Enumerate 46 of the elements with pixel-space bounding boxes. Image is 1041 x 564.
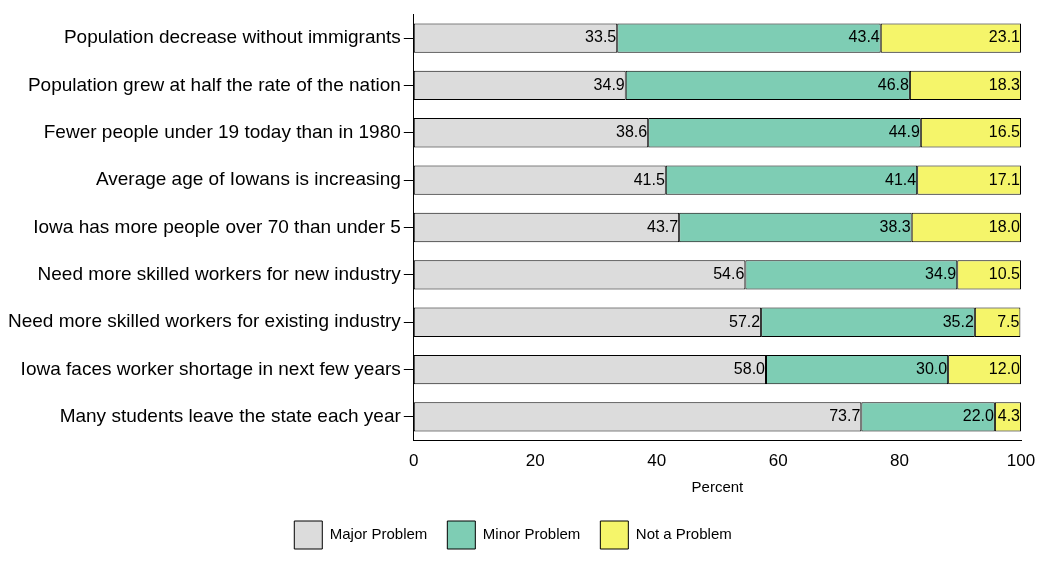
data-label: 23.1	[988, 28, 1021, 46]
data-label: 18.0	[988, 217, 1021, 235]
y-tick-label: Population decrease without immigrants	[63, 26, 401, 48]
x-tick-label: 80	[890, 451, 910, 471]
x-tick-label: 100	[1006, 451, 1036, 471]
data-label: 33.5	[585, 28, 617, 46]
data-label: 38.6	[616, 123, 648, 141]
y-tick-label: Fewer people under 19 today than in 1980	[43, 121, 401, 143]
data-label: 43.4	[848, 28, 880, 46]
data-label: 17.1	[988, 170, 1021, 188]
legend-label: Major Problem	[329, 525, 428, 543]
y-tick-label: Many students leave the state each year	[59, 405, 402, 427]
data-label: 12.0	[988, 359, 1021, 377]
data-label: 73.7	[829, 407, 861, 425]
y-tick-label: Need more skilled workers for existing industry	[8, 310, 402, 332]
data-label: 43.7	[647, 217, 679, 235]
data-label: 30.0	[916, 359, 948, 377]
data-label: 58.0	[733, 359, 766, 377]
legend-label: Not a Problem	[635, 525, 732, 543]
data-label: 22.0	[962, 407, 994, 425]
y-tick-label: Need more skilled workers for new industry	[37, 263, 402, 285]
data-label: 57.2	[728, 312, 761, 330]
y-tick-label: Iowa faces worker shortage in next few years	[20, 357, 401, 379]
data-label: 4.3	[997, 407, 1021, 425]
data-label: 54.6	[713, 265, 745, 283]
data-label: 41.4	[885, 170, 917, 188]
data-label: 44.9	[888, 123, 920, 141]
x-tick-label: 60	[768, 451, 788, 471]
data-label: 16.5	[988, 123, 1021, 141]
data-label: 7.5	[997, 312, 1020, 330]
data-label: 10.5	[988, 265, 1021, 283]
x-tick-label: 20	[525, 451, 545, 471]
data-label: 46.8	[877, 75, 909, 93]
data-label: 34.9	[593, 75, 625, 93]
data-label: 35.2	[942, 312, 974, 330]
data-label: 41.5	[633, 170, 665, 188]
data-label: 18.3	[988, 75, 1021, 93]
x-tick-label: 0	[409, 451, 419, 471]
y-tick-label: Population grew at half the rate of the nation	[27, 73, 401, 95]
y-tick-label: Average age of Iowans is increasing	[95, 168, 401, 190]
y-tick-label: Iowa has more people over 70 than under 5	[33, 215, 401, 237]
x-axis-title: Percent	[691, 478, 745, 496]
data-label: 34.9	[925, 265, 957, 283]
data-label: 38.3	[879, 217, 911, 235]
legend-label: Minor Problem	[482, 525, 581, 543]
x-tick-label: 40	[647, 451, 667, 471]
